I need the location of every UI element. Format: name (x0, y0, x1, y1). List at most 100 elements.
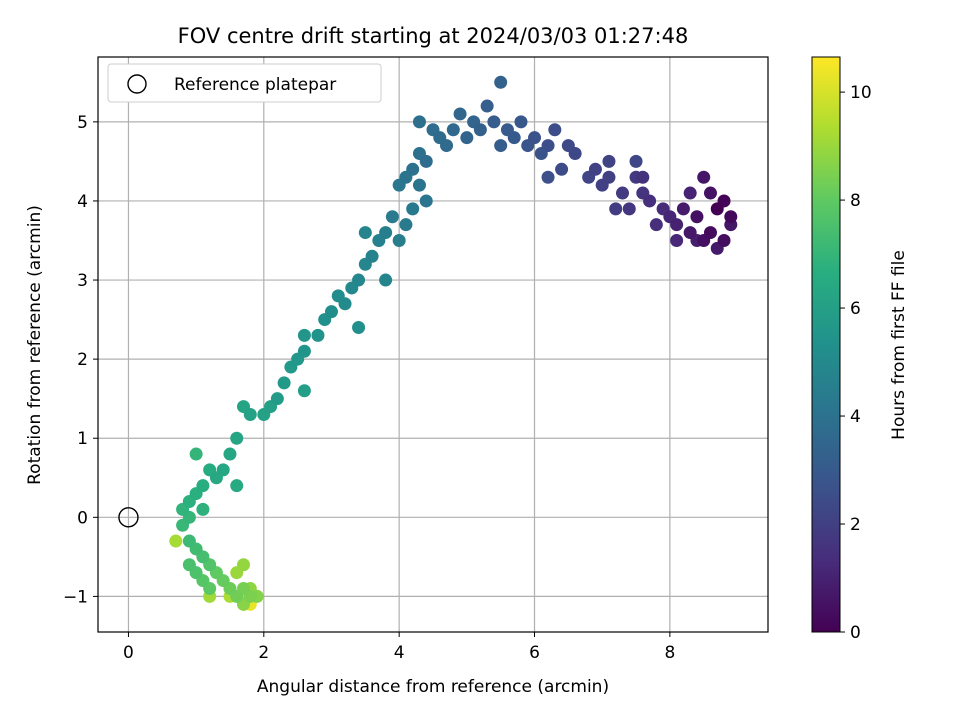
data-point (670, 233, 684, 247)
data-point (622, 202, 636, 216)
data-point (649, 218, 663, 232)
data-point (182, 558, 196, 572)
y-axis-ticks: −1 0 1 2 3 4 5 (63, 113, 98, 607)
data-point (223, 447, 237, 461)
data-point (406, 162, 420, 176)
data-point (446, 123, 460, 137)
colorbar-tick-label: 0 (850, 623, 861, 643)
data-point (297, 328, 311, 342)
data-point (460, 131, 474, 145)
data-point (297, 384, 311, 398)
data-point (196, 502, 210, 516)
x-axis-label: Angular distance from reference (arcmin) (257, 677, 609, 697)
data-point (270, 392, 284, 406)
y-tick-label: 4 (77, 192, 88, 212)
data-point (453, 107, 467, 121)
data-point (169, 534, 183, 548)
data-point (379, 226, 393, 240)
data-point (412, 178, 426, 192)
data-point (494, 75, 508, 89)
x-tick-label: 8 (664, 643, 675, 663)
data-point (555, 162, 569, 176)
data-point (311, 328, 325, 342)
data-point (412, 115, 426, 129)
y-tick-label: −1 (63, 587, 88, 607)
data-point (324, 305, 338, 319)
data-point (182, 534, 196, 548)
data-point (548, 123, 562, 137)
reference-point (118, 507, 139, 528)
data-point (697, 170, 711, 184)
data-point (230, 479, 244, 493)
data-point (277, 376, 291, 390)
data-point (419, 154, 433, 168)
colorbar-tick-label: 4 (850, 407, 861, 427)
data-point (237, 558, 251, 572)
data-points (169, 75, 738, 611)
data-point (189, 447, 203, 461)
data-point (473, 123, 487, 137)
y-tick-label: 3 (77, 271, 88, 291)
y-tick-label: 0 (77, 508, 88, 528)
y-tick-label: 5 (77, 113, 88, 133)
data-point (365, 249, 379, 263)
data-point (243, 407, 257, 421)
data-point (419, 194, 433, 208)
chart-title: FOV centre drift starting at 2024/03/03 … (178, 24, 689, 48)
data-point (683, 186, 697, 200)
colorbar (811, 56, 841, 633)
data-point (196, 479, 210, 493)
data-point (615, 186, 629, 200)
data-point (541, 170, 555, 184)
legend-marker (127, 74, 147, 94)
data-point (385, 210, 399, 224)
data-point (352, 273, 366, 287)
x-tick-label: 6 (529, 643, 540, 663)
data-point (514, 115, 528, 129)
y-tick-label: 1 (77, 429, 88, 449)
x-tick-label: 2 (258, 643, 269, 663)
data-point (602, 154, 616, 168)
data-point (358, 226, 372, 240)
legend-box (107, 63, 382, 103)
y-tick-label: 2 (77, 350, 88, 370)
colorbar-label: Hours from first FF file (889, 250, 909, 440)
data-point (643, 194, 657, 208)
data-point (609, 202, 623, 216)
data-point (297, 344, 311, 358)
x-tick-label: 4 (394, 643, 405, 663)
data-point (379, 273, 393, 287)
plot-frame (97, 56, 769, 633)
data-point (724, 210, 738, 224)
data-point (440, 139, 454, 153)
data-point (541, 139, 555, 153)
data-point (487, 115, 501, 129)
x-tick-label: 0 (123, 643, 134, 663)
data-point (636, 170, 650, 184)
colorbar-ticks: 0 2 4 6 8 10 (840, 83, 872, 643)
data-point (494, 139, 508, 153)
data-point (683, 226, 697, 240)
data-point (588, 162, 602, 176)
data-point (602, 170, 616, 184)
data-point (690, 210, 704, 224)
y-axis-label: Rotation from reference (arcmin) (25, 205, 45, 485)
data-point (338, 297, 352, 311)
colorbar-tick-label: 10 (850, 83, 872, 103)
data-point (703, 186, 717, 200)
colorbar-tick-label: 8 (850, 191, 861, 211)
data-point (507, 131, 521, 145)
data-point (710, 202, 724, 216)
x-axis-ticks: 0 2 4 6 8 (123, 632, 675, 663)
data-point (230, 431, 244, 445)
data-point (717, 233, 731, 247)
data-point (480, 99, 494, 113)
data-point (568, 146, 582, 160)
data-point (676, 202, 690, 216)
data-point (406, 202, 420, 216)
data-point (670, 218, 684, 232)
data-point (528, 131, 542, 145)
data-point (216, 463, 230, 477)
colorbar-tick-label: 6 (850, 299, 861, 319)
